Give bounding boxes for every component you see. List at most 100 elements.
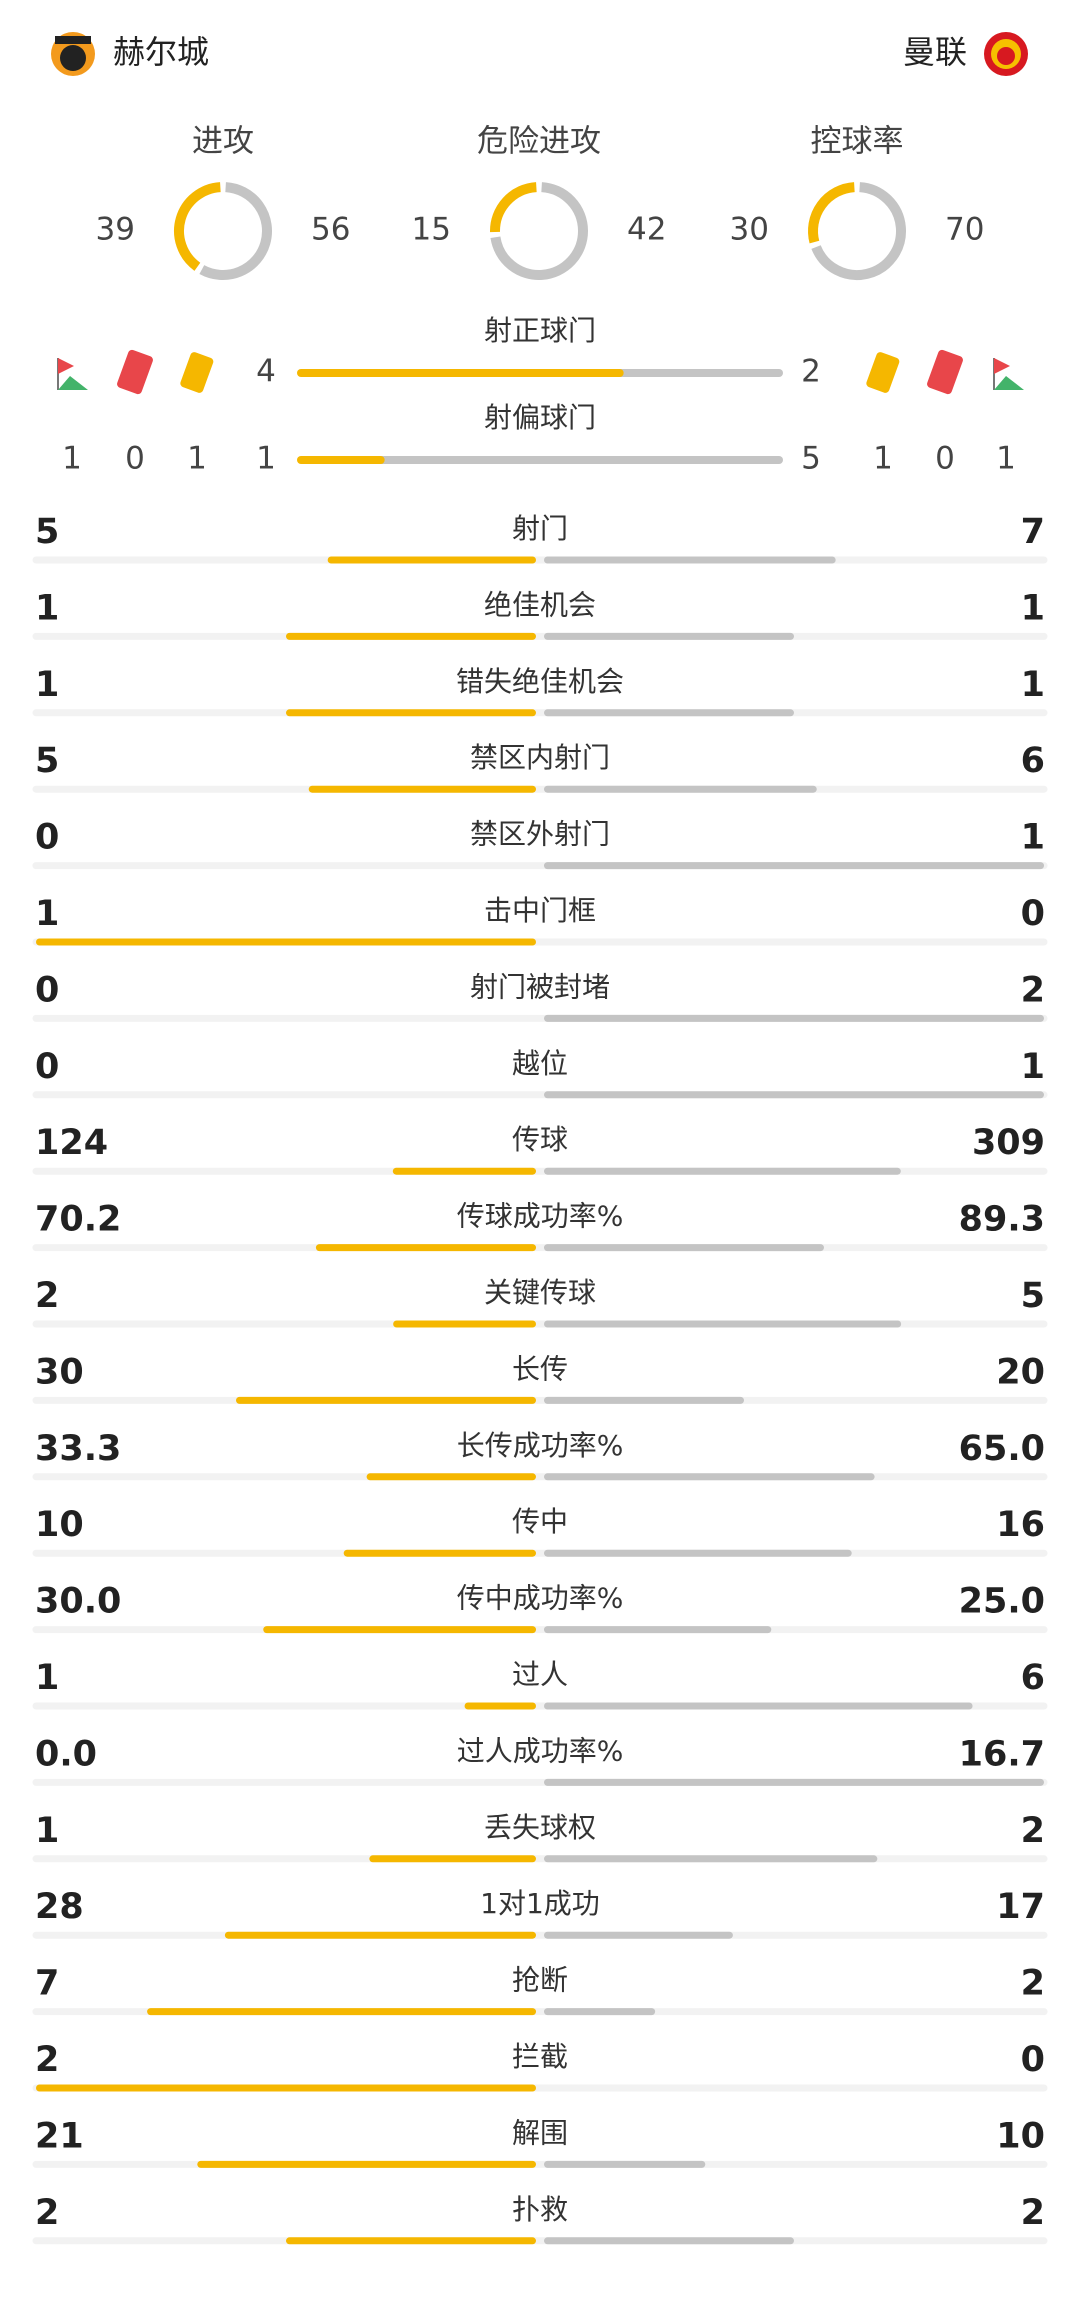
- stat-away: 16.7: [959, 1734, 1045, 1774]
- away-corners: 1: [996, 441, 1016, 477]
- shots-home: 1: [256, 441, 276, 477]
- stat-label: 绝佳机会: [484, 588, 596, 621]
- stat-label: 错失绝佳机会: [456, 665, 624, 698]
- stat-bar-away: [544, 1091, 1044, 1099]
- away-logo: [984, 32, 1028, 76]
- stat-bar-away: [544, 709, 794, 717]
- stat-bar-away: [544, 1855, 878, 1863]
- stat-home: 28: [35, 1887, 84, 1927]
- stat-bar-home: [327, 556, 536, 564]
- stat-bar-home: [36, 938, 536, 946]
- stat-label: 解围: [512, 2116, 568, 2149]
- stat-bar-home: [286, 709, 536, 717]
- summary-away: 42: [627, 212, 666, 248]
- stat-home: 0: [35, 970, 59, 1010]
- stat-bar-home: [263, 1626, 536, 1634]
- stat-home: 2: [35, 2193, 59, 2233]
- summary-home: 39: [96, 212, 135, 248]
- donut-home: [490, 182, 537, 233]
- stat-label: 禁区内射门: [470, 741, 610, 774]
- stat-bar-away: [544, 1244, 824, 1252]
- stat-away: 0: [1021, 894, 1045, 934]
- stat-bar-home: [366, 1473, 536, 1481]
- stat-home: 0.0: [35, 1734, 97, 1774]
- home-yellow-cards: 1: [187, 441, 207, 477]
- home-yellow-card-icon: [180, 352, 214, 393]
- stat-away: 20: [996, 1352, 1045, 1392]
- stat-home: 2: [35, 2040, 59, 2080]
- stat-home: 124: [35, 1123, 108, 1163]
- stat-bar-home: [464, 1702, 536, 1710]
- stat-away: 16: [996, 1505, 1045, 1545]
- stat-label: 过人: [512, 1658, 568, 1691]
- stat-label: 过人成功率%: [457, 1734, 624, 1767]
- shots-home: 4: [256, 354, 276, 390]
- stat-home: 5: [35, 512, 59, 552]
- stat-label: 传球成功率%: [457, 1200, 624, 1233]
- stat-label: 传中成功率%: [457, 1582, 624, 1615]
- shots-label: 射正球门: [484, 314, 596, 347]
- stat-away: 6: [1021, 1658, 1045, 1698]
- away-red-card-icon: [927, 349, 963, 395]
- donut-home: [808, 182, 855, 244]
- stat-bar-home: [286, 2237, 536, 2245]
- away-red-cards: 0: [935, 441, 955, 477]
- stat-bar-home: [369, 1855, 536, 1863]
- stat-away: 1: [1021, 1047, 1045, 1087]
- stat-away: 2: [1021, 1811, 1045, 1851]
- stat-bar-home: [197, 2160, 536, 2168]
- stat-bar-home: [393, 1320, 536, 1328]
- stat-home: 70.2: [35, 1200, 121, 1240]
- home-corners: 1: [62, 441, 82, 477]
- donut-home: [174, 182, 221, 271]
- stat-bar-away: [544, 1778, 1044, 1786]
- stat-label: 越位: [512, 1047, 568, 1080]
- stat-away: 6: [1021, 741, 1045, 781]
- stat-bar-away: [544, 1167, 901, 1175]
- stat-label: 射门: [512, 512, 568, 545]
- stat-home: 1: [35, 1658, 59, 1698]
- stat-home: 0: [35, 1047, 59, 1087]
- stat-home: 33.3: [35, 1429, 121, 1469]
- stat-away: 65.0: [959, 1429, 1045, 1469]
- donut-away: [199, 182, 272, 280]
- stat-label: 丢失球权: [484, 1811, 596, 1844]
- stat-bar-away: [544, 862, 1044, 870]
- stat-home: 2: [35, 1276, 59, 1316]
- home-corner-icon: [57, 358, 88, 390]
- home-team: 赫尔城: [113, 33, 209, 71]
- stat-bar-home: [315, 1244, 536, 1252]
- summary-home: 15: [412, 212, 451, 248]
- stat-bar-away: [544, 2008, 656, 2016]
- stat-label: 长传: [512, 1352, 568, 1385]
- stat-bar-away: [544, 1396, 744, 1404]
- stat-away: 2: [1021, 1964, 1045, 2004]
- stat-away: 17: [996, 1887, 1045, 1927]
- stat-label: 长传成功率%: [457, 1429, 624, 1462]
- stat-bar-away: [544, 632, 794, 640]
- stat-bar-home: [308, 785, 536, 793]
- home-red-cards: 0: [125, 441, 145, 477]
- stat-bar-away: [544, 556, 836, 564]
- donut-away: [490, 182, 588, 280]
- summary-home: 30: [730, 212, 769, 248]
- stat-home: 0: [35, 818, 59, 858]
- stat-label: 1对1成功: [480, 1887, 600, 1920]
- stat-bar-away: [544, 1549, 852, 1557]
- away-yellow-cards: 1: [873, 441, 893, 477]
- stat-away: 10: [996, 2116, 1045, 2156]
- stat-away: 89.3: [959, 1200, 1045, 1240]
- summary-away: 56: [311, 212, 350, 248]
- stat-home: 21: [35, 2116, 84, 2156]
- home-red-card-icon: [117, 349, 153, 395]
- stat-bar-home: [343, 1549, 536, 1557]
- summary-label: 危险进攻: [477, 124, 601, 160]
- stat-away: 1: [1021, 588, 1045, 628]
- stat-bar-away: [544, 2160, 706, 2168]
- stat-label: 拦截: [512, 2040, 568, 2073]
- stat-home: 10: [35, 1505, 84, 1545]
- stat-label: 关键传球: [484, 1276, 596, 1309]
- stat-home: 5: [35, 741, 59, 781]
